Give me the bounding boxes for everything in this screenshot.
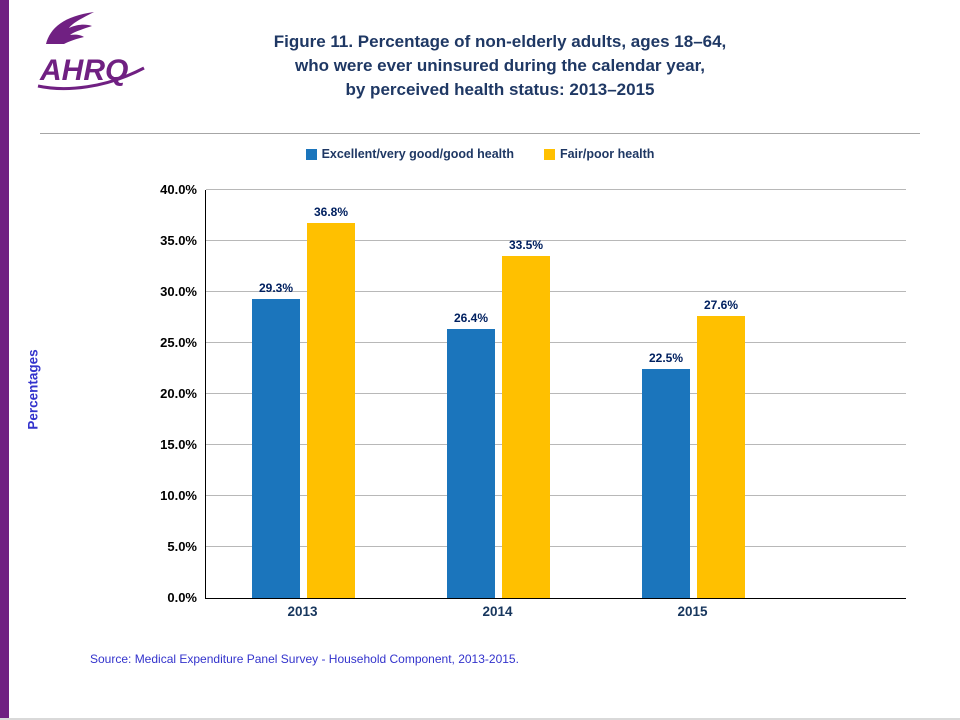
hhs-eagle-icon [46, 12, 94, 44]
x-axis-label: 2013 [287, 604, 318, 619]
y-tick-label: 40.0% [160, 182, 197, 197]
ahrq-wordmark: AHRQ [37, 54, 145, 91]
legend-item: Excellent/very good/good health [305, 147, 514, 161]
bar-2015-series-2: 27.6% [697, 298, 745, 598]
gridline [206, 444, 906, 445]
gridline [206, 546, 906, 547]
bar-value-label: 29.3% [258, 281, 294, 296]
bar-value-label: 26.4% [453, 310, 489, 325]
figure-title-line-2: who were ever uninsured during the calen… [294, 55, 706, 75]
y-tick-label: 5.0% [167, 539, 197, 554]
gridline [206, 291, 906, 292]
legend-label: Fair/poor health [559, 147, 655, 161]
title-divider [40, 133, 920, 134]
slide-bottom-edge [0, 718, 960, 720]
source-note: Source: Medical Expenditure Panel Survey… [90, 652, 519, 666]
y-tick-label: 15.0% [160, 437, 197, 452]
ahrq-swoosh [37, 66, 145, 91]
y-tick-label: 0.0% [167, 590, 197, 605]
bar-value-label: 27.6% [703, 298, 739, 313]
legend-swatch [305, 148, 317, 160]
y-axis-tick-labels: 0.0% 5.0% 10.0% 15.0% 20.0% 25.0% 30.0% 35.0% 40… [125, 182, 197, 605]
bar-2014-series-1: 26.4% [447, 311, 495, 598]
bar-value-label: 33.5% [508, 238, 544, 253]
bar-2015-series-1: 22.5% [642, 351, 690, 598]
bar-group-2015: 22.5% 27.6% [596, 190, 791, 598]
chart-legend: Excellent/very good/good health Fair/poor… [0, 147, 960, 161]
figure-title-line-3: by perceived health status: 2013–2015 [345, 79, 655, 99]
bar-group-2013: 29.3% 36.8% [206, 190, 401, 598]
bar-2013-series-1: 29.3% [252, 281, 300, 598]
ahrq-logo: AHRQ [36, 8, 156, 94]
y-tick-label: 35.0% [160, 233, 197, 248]
legend-item: Fair/poor health [543, 147, 655, 161]
y-tick-label: 10.0% [160, 488, 197, 503]
gridline [206, 393, 906, 394]
legend-swatch [543, 148, 555, 160]
gridline [206, 240, 906, 241]
bar-value-label: 22.5% [648, 350, 684, 365]
gridline [206, 342, 906, 343]
x-axis-label: 2015 [677, 604, 708, 619]
plot-area: 29.3% 36.8% 26.4% 33.5% 22.5% 27.6% [205, 189, 906, 599]
purple-accent-bar [0, 0, 9, 720]
x-axis-labels: 2013 2014 2015 [205, 604, 790, 619]
gridlines [206, 189, 906, 598]
y-tick-label: 30.0% [160, 284, 197, 299]
bar-2014-series-2: 33.5% [502, 238, 550, 598]
gridline [206, 189, 906, 190]
y-tick-label: 20.0% [160, 386, 197, 401]
figure-title: Figure 11. Percentage of non-elderly adu… [180, 30, 820, 101]
bar-groups: 29.3% 36.8% 26.4% 33.5% 22.5% 27.6% [206, 190, 791, 598]
bar-2013-series-2: 36.8% [307, 205, 355, 598]
bar-group-2014: 26.4% 33.5% [401, 190, 596, 598]
y-tick-label: 25.0% [160, 335, 197, 350]
legend-label: Excellent/very good/good health [321, 147, 514, 161]
ahrq-wordmark-text: AHRQ [39, 54, 128, 87]
y-axis-title: Percentages [25, 349, 41, 430]
gridline [206, 495, 906, 496]
bar-value-label: 36.8% [313, 204, 349, 219]
figure-title-line-1: Figure 11. Percentage of non-elderly adu… [273, 32, 727, 51]
x-axis-label: 2014 [482, 604, 513, 619]
